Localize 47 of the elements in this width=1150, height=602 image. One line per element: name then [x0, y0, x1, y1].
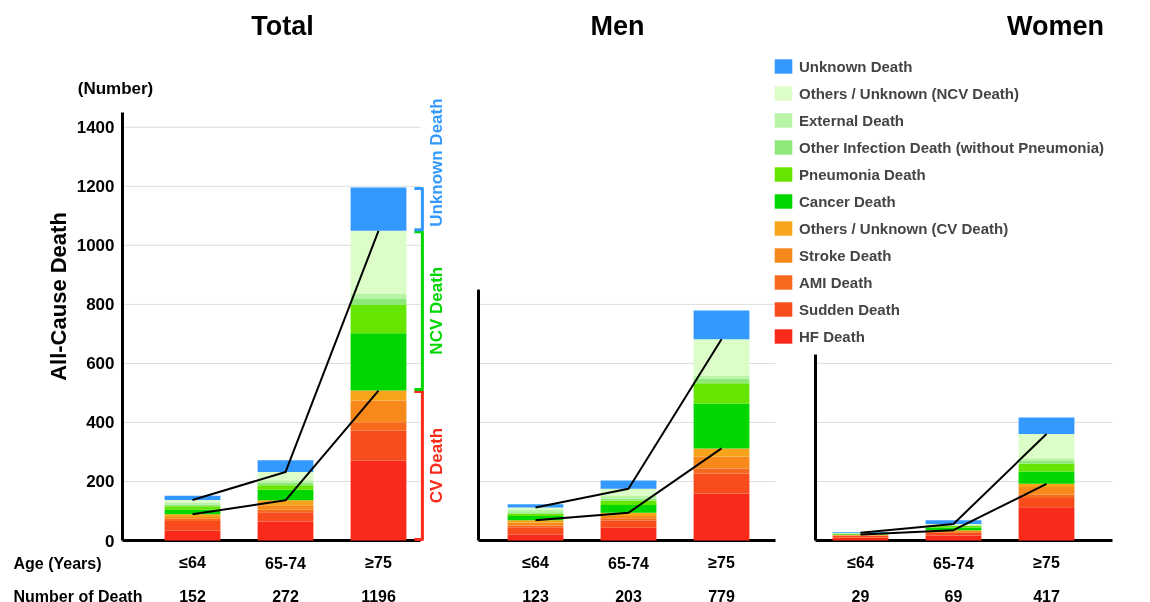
text: Number of Death	[13, 588, 143, 602]
legend-label: Unknown Death	[799, 57, 913, 75]
total-label: 417	[1033, 587, 1060, 602]
x-axis-title: Age (Years)	[13, 555, 102, 572]
legend-label: HF Death	[799, 327, 865, 345]
y-tick-label: 1000	[76, 236, 115, 256]
x-tick-label: ≥75	[708, 554, 735, 571]
total-label: 1196	[361, 587, 396, 602]
x-tick-label: 65-74	[608, 554, 650, 572]
legend-label: Stroke Death	[799, 246, 892, 264]
text: CV Death	[426, 427, 446, 504]
y-tick-label: 600	[86, 354, 115, 374]
x-tick-label: ≥75	[1033, 554, 1060, 571]
legend-label: AMI Death	[799, 273, 873, 291]
x-tick-label: 65-74	[933, 554, 975, 572]
y-tick-label: 1200	[76, 177, 115, 197]
total-label: 29	[851, 587, 870, 602]
total-label: 152	[179, 587, 206, 602]
legend-label: Others / Unknown (CV Death)	[799, 219, 1009, 237]
chart-title: Women	[1007, 10, 1105, 41]
y-tick-label: 800	[86, 295, 115, 315]
text: NCV Death	[426, 266, 446, 355]
x-tick-label: ≤64	[522, 554, 549, 571]
total-label: 69	[944, 587, 963, 602]
chart-title: Total	[251, 10, 314, 41]
x-tick-label: ≤64	[179, 554, 206, 571]
x-tick-label: ≥75	[365, 554, 392, 571]
total-label: 272	[272, 587, 299, 602]
x-tick-label: ≤64	[847, 554, 874, 571]
x-tick-label: 65-74	[265, 554, 307, 572]
total-label: 123	[522, 587, 549, 602]
legend-label: Pneumonia Death	[799, 165, 926, 183]
y-tick-label: 200	[86, 472, 115, 492]
legend-label: Cancer Death	[799, 192, 896, 210]
y-tick-label: 0	[105, 531, 115, 551]
total-label: 203	[615, 587, 642, 602]
legend-label: External Death	[799, 111, 905, 129]
y-tick-label: 1400	[76, 118, 115, 138]
text: (Number)	[77, 79, 154, 98]
y-axis-title: All-Cause Death	[46, 212, 71, 381]
chart-title: Men	[590, 10, 645, 41]
text: Unknown Death	[426, 98, 446, 227]
legend-label: Other Infection Death (without Pneumonia)	[799, 138, 1104, 156]
y-tick-label: 400	[86, 413, 115, 433]
legend-label: Sudden Death	[799, 300, 900, 318]
legend-label: Others / Unknown (NCV Death)	[799, 84, 1020, 102]
total-label: 779	[708, 587, 735, 602]
